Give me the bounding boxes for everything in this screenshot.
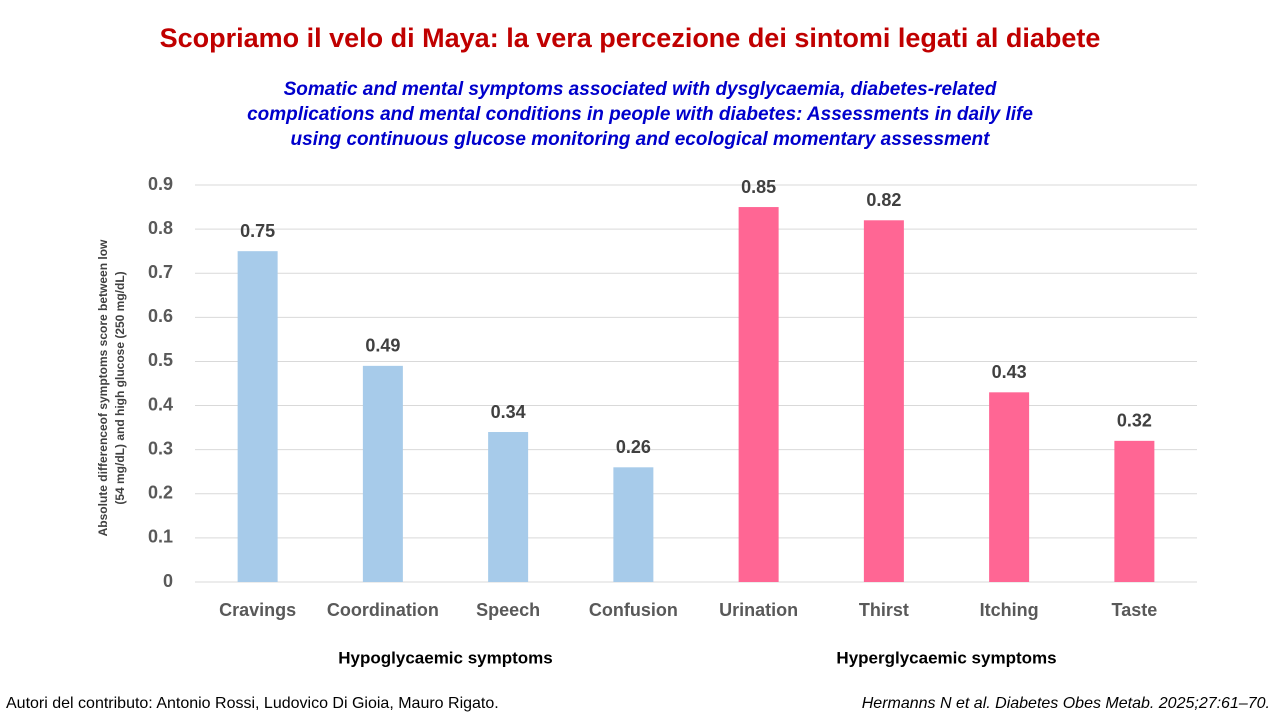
slide-title: Scopriamo il velo di Maya: la vera perce… <box>160 23 1101 53</box>
value-label: 0.26 <box>616 437 651 457</box>
value-label: 0.85 <box>741 177 776 197</box>
x-tick-label: Urination <box>719 600 798 620</box>
y-tick-label: 0.1 <box>148 527 173 547</box>
y-tick-label: 0.8 <box>148 218 173 238</box>
x-tick-label: Cravings <box>219 600 296 620</box>
bar <box>237 251 278 582</box>
y-tick-label: 0.7 <box>148 262 173 282</box>
bar <box>613 467 654 582</box>
bar <box>1114 440 1155 582</box>
x-tick-label: Itching <box>980 600 1039 620</box>
value-label: 0.34 <box>491 402 526 422</box>
footer-citation: Hermanns N et al. Diabetes Obes Metab. 2… <box>862 695 1270 712</box>
bar <box>738 207 779 583</box>
value-label: 0.75 <box>240 221 275 241</box>
bar <box>863 220 904 583</box>
x-tick-label: Confusion <box>589 600 678 620</box>
y-axis-label: Absolute differenceof symptoms score bet… <box>96 239 110 536</box>
y-tick-label: 0.6 <box>148 306 173 326</box>
value-label: 0.82 <box>866 190 901 210</box>
bar <box>989 392 1030 582</box>
y-tick-label: 0.4 <box>148 394 173 414</box>
value-label: 0.49 <box>365 336 400 356</box>
bar <box>488 432 529 582</box>
y-tick-label: 0.2 <box>148 483 173 503</box>
subtitle: using continuous glucose monitoring and … <box>291 129 991 150</box>
footer-authors: Autori del contributo: Antonio Rossi, Lu… <box>6 695 499 712</box>
x-tick-label: Speech <box>476 600 540 620</box>
group-label: Hypoglycaemic symptoms <box>338 648 552 667</box>
x-tick-label: Thirst <box>859 600 909 620</box>
x-tick-label: Taste <box>1112 600 1158 620</box>
x-tick-label: Coordination <box>327 600 439 620</box>
y-tick-label: 0.5 <box>148 350 173 370</box>
subtitle: Somatic and mental symptoms associated w… <box>284 79 997 100</box>
y-tick-label: 0.9 <box>148 174 173 194</box>
value-label: 0.43 <box>992 362 1027 382</box>
subtitle: complications and mental conditions in p… <box>247 104 1033 125</box>
group-label: Hyperglycaemic symptoms <box>836 648 1056 667</box>
y-tick-label: 0.3 <box>148 438 173 458</box>
y-axis-label: (54 mg/dL) and high glucose (250 mg/dL) <box>113 271 127 504</box>
bar <box>362 365 403 582</box>
y-tick-label: 0 <box>163 571 173 591</box>
value-label: 0.32 <box>1117 411 1152 431</box>
